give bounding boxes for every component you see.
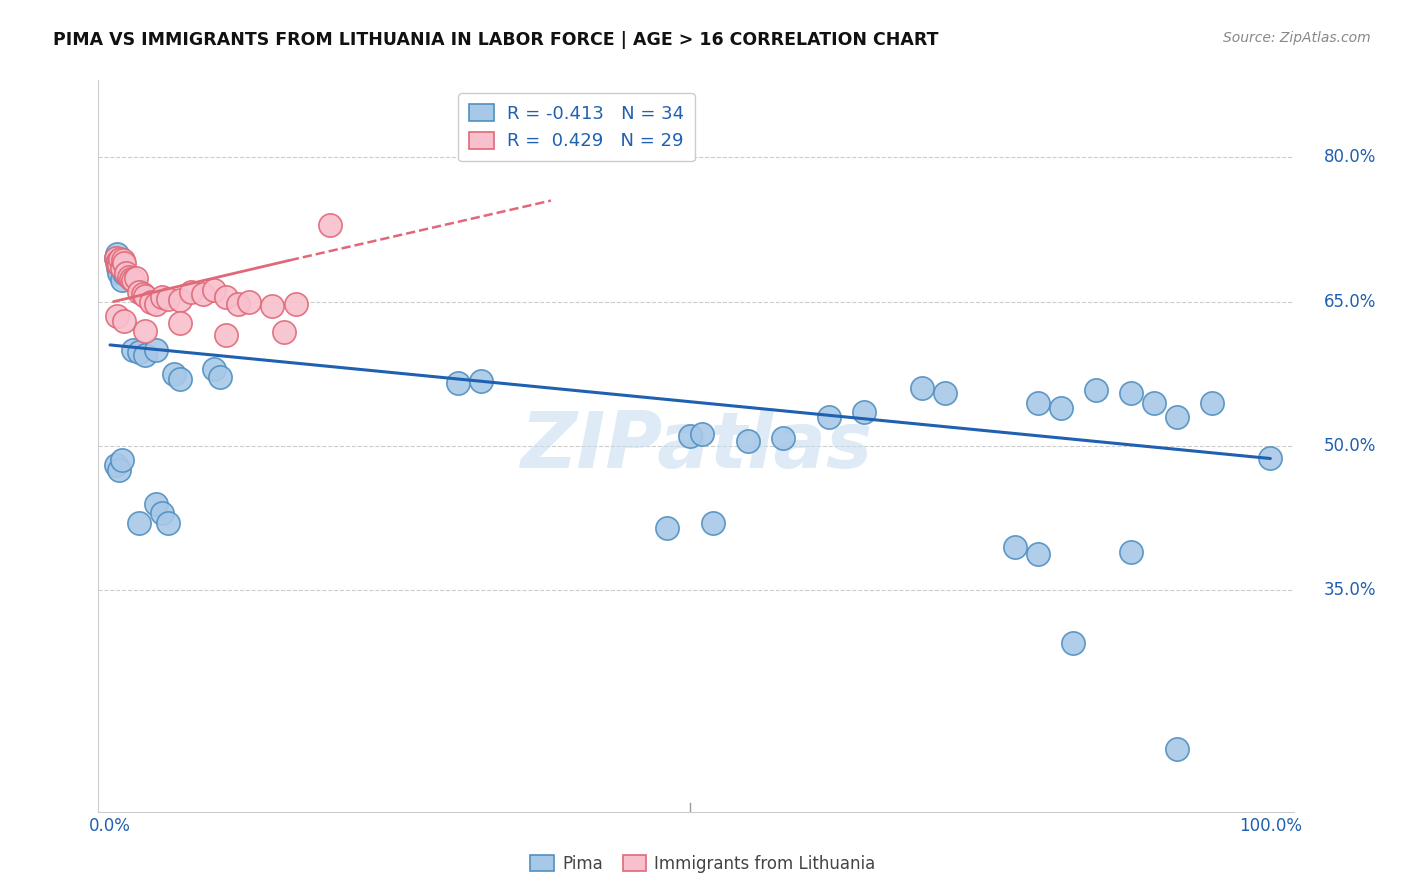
- Point: [204, 362, 226, 376]
- Point: [111, 256, 134, 270]
- Point: [772, 431, 794, 445]
- Point: [1026, 547, 1049, 561]
- Point: [1201, 395, 1223, 409]
- Point: [108, 463, 131, 477]
- Point: [108, 258, 131, 272]
- Point: [1119, 386, 1142, 401]
- Point: [157, 292, 180, 306]
- Point: [150, 290, 173, 304]
- Point: [139, 294, 162, 309]
- Point: [105, 309, 128, 323]
- Point: [145, 296, 167, 310]
- Point: [1166, 742, 1188, 756]
- Point: [215, 328, 238, 343]
- Point: [1062, 636, 1084, 650]
- Point: [157, 516, 180, 530]
- Point: [702, 516, 724, 530]
- Point: [115, 266, 138, 280]
- Text: 80.0%: 80.0%: [1323, 148, 1376, 166]
- Point: [104, 252, 127, 266]
- Point: [273, 326, 295, 340]
- Point: [122, 343, 145, 357]
- Point: [818, 410, 841, 425]
- Point: [1143, 395, 1166, 409]
- Point: [111, 253, 134, 268]
- Point: [104, 252, 127, 266]
- Point: [134, 347, 156, 362]
- Point: [911, 381, 934, 395]
- Point: [150, 507, 173, 521]
- Point: [1050, 401, 1073, 415]
- Point: [470, 374, 492, 388]
- Point: [107, 254, 129, 268]
- Point: [108, 266, 131, 280]
- Point: [1166, 410, 1188, 425]
- Point: [112, 266, 135, 280]
- Point: [737, 434, 759, 449]
- Point: [122, 273, 145, 287]
- Point: [319, 218, 342, 232]
- Point: [128, 344, 150, 359]
- Point: [679, 429, 702, 443]
- Point: [110, 252, 132, 267]
- Point: [145, 497, 167, 511]
- Text: 50.0%: 50.0%: [1323, 437, 1376, 455]
- Text: 35.0%: 35.0%: [1323, 582, 1376, 599]
- Point: [169, 316, 191, 330]
- Point: [1119, 545, 1142, 559]
- Point: [191, 287, 214, 301]
- Text: PIMA VS IMMIGRANTS FROM LITHUANIA IN LABOR FORCE | AGE > 16 CORRELATION CHART: PIMA VS IMMIGRANTS FROM LITHUANIA IN LAB…: [53, 31, 939, 49]
- Point: [131, 287, 153, 301]
- Point: [104, 458, 127, 473]
- Point: [226, 296, 249, 310]
- Point: [204, 283, 226, 297]
- Point: [1004, 540, 1026, 554]
- Point: [853, 405, 876, 419]
- Point: [163, 367, 186, 381]
- Point: [128, 516, 150, 530]
- Text: 65.0%: 65.0%: [1323, 293, 1376, 310]
- Point: [134, 324, 156, 338]
- Point: [112, 314, 135, 328]
- Point: [655, 521, 678, 535]
- Point: [215, 290, 238, 304]
- Point: [110, 258, 132, 272]
- Point: [105, 246, 128, 260]
- Point: [111, 453, 134, 467]
- Text: ZIPatlas: ZIPatlas: [520, 408, 872, 484]
- Point: [134, 289, 156, 303]
- Point: [120, 271, 142, 285]
- Point: [169, 293, 191, 307]
- Point: [1258, 450, 1281, 465]
- Point: [117, 269, 139, 284]
- Point: [1026, 395, 1049, 409]
- Text: Source: ZipAtlas.com: Source: ZipAtlas.com: [1223, 31, 1371, 45]
- Legend: R = -0.413   N = 34, R =  0.429   N = 29: R = -0.413 N = 34, R = 0.429 N = 29: [458, 93, 695, 161]
- Point: [690, 427, 713, 442]
- Point: [1085, 383, 1108, 397]
- Point: [107, 260, 129, 275]
- Point: [934, 386, 956, 401]
- Point: [111, 260, 134, 275]
- Point: [284, 296, 307, 310]
- Point: [105, 256, 128, 270]
- Point: [128, 285, 150, 299]
- Point: [209, 369, 232, 384]
- Point: [112, 256, 135, 270]
- Point: [262, 300, 284, 314]
- Point: [124, 270, 146, 285]
- Point: [447, 376, 470, 391]
- Point: [180, 285, 202, 299]
- Point: [145, 343, 167, 357]
- Legend: Pima, Immigrants from Lithuania: Pima, Immigrants from Lithuania: [523, 848, 883, 880]
- Point: [111, 273, 134, 287]
- Point: [238, 294, 260, 309]
- Point: [169, 371, 191, 385]
